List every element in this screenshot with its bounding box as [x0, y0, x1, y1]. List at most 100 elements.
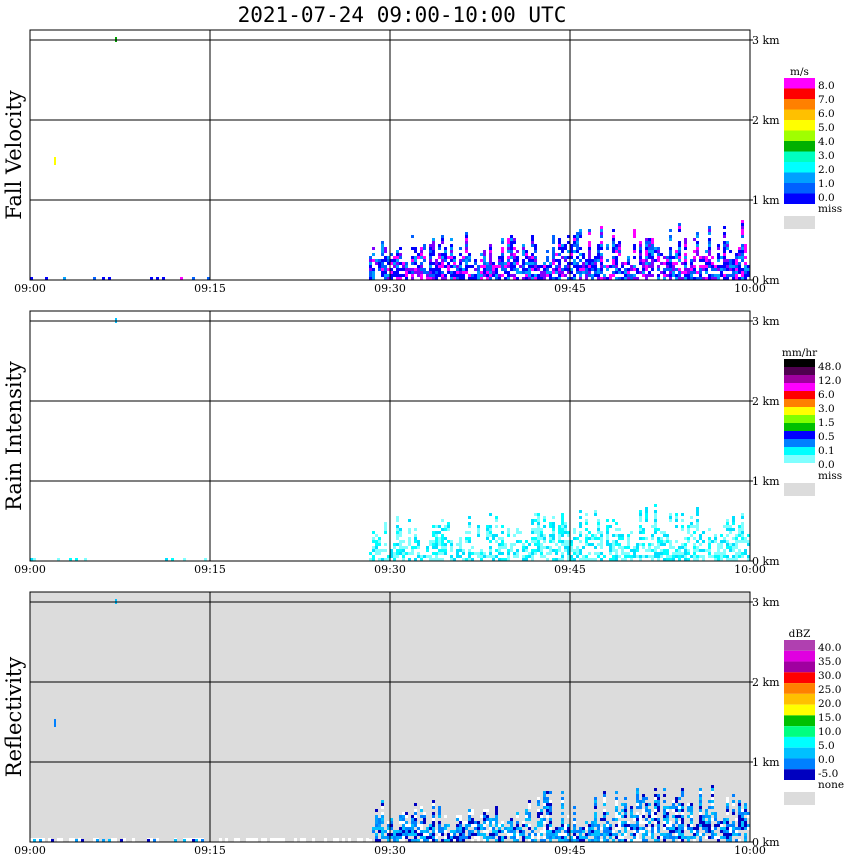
- echo-cell: [729, 274, 732, 277]
- echo-cell: [711, 256, 714, 259]
- echo-cell: [465, 531, 468, 534]
- echo-cell: [630, 268, 633, 271]
- echo-cell: [483, 555, 486, 558]
- echo-cell: [525, 271, 528, 274]
- echo-cell: [567, 839, 570, 842]
- echo-cell: [558, 549, 561, 552]
- echo-cell: [708, 265, 711, 268]
- echo-cell: [681, 555, 684, 558]
- echo-cell: [489, 250, 492, 253]
- echo-cell: [591, 833, 594, 836]
- echo-cell: [744, 537, 747, 540]
- echo-cell: [372, 558, 375, 561]
- echo-cell: [453, 274, 456, 277]
- echo-cell: [420, 253, 423, 256]
- echo-cell: [654, 531, 657, 534]
- echo-cell: [612, 534, 615, 537]
- echo-cell: [675, 549, 678, 552]
- echo-cell: [618, 244, 621, 247]
- echo-cell: [657, 558, 660, 561]
- echo-cell: [666, 549, 669, 552]
- echo-cell: [561, 274, 564, 277]
- echo-cell: [399, 818, 402, 821]
- echo-cell: [489, 531, 492, 534]
- echo-cell: [588, 247, 591, 250]
- echo-cell: [741, 226, 744, 229]
- echo-cell: [684, 537, 687, 540]
- echo-cell: [381, 549, 384, 552]
- echo-cell: [192, 277, 195, 280]
- colorbar-band: [784, 383, 815, 391]
- echo-cell: [450, 546, 453, 549]
- echo-cell: [477, 552, 480, 555]
- echo-cell: [741, 271, 744, 274]
- echo-cell: [372, 271, 375, 274]
- echo-cell: [378, 259, 381, 262]
- echo-cell: [657, 543, 660, 546]
- echo-cell: [675, 827, 678, 830]
- echo-cell: [657, 274, 660, 277]
- echo-cell: [462, 259, 465, 262]
- echo-cell: [690, 531, 693, 534]
- echo-cell: [534, 274, 537, 277]
- echo-cell: [723, 262, 726, 265]
- echo-cell: [720, 824, 723, 827]
- echo-cell: [399, 528, 402, 531]
- echo-cell: [699, 809, 702, 812]
- echo-cell: [648, 238, 651, 241]
- echo-cell: [735, 546, 738, 549]
- echo-cell: [402, 827, 405, 830]
- echo-cell: [693, 543, 696, 546]
- echo-cell: [438, 271, 441, 274]
- echo-cell: [606, 830, 609, 833]
- echo-cell: [591, 558, 594, 561]
- echo-cell: [597, 516, 600, 519]
- echo-cell: [462, 256, 465, 259]
- echo-cell: [468, 830, 471, 833]
- echo-cell: [537, 522, 540, 525]
- echo-cell: [57, 558, 60, 561]
- echo-cell: [393, 830, 396, 833]
- echo-cell: [513, 534, 516, 537]
- echo-cell: [657, 836, 660, 839]
- echo-cell: [684, 827, 687, 830]
- echo-cell: [438, 815, 441, 818]
- echo-cell: [528, 800, 531, 803]
- echo-cell: [573, 821, 576, 824]
- echo-cell: [714, 534, 717, 537]
- echo-cell: [558, 253, 561, 256]
- echo-cell: [717, 836, 720, 839]
- echo-cell: [429, 836, 432, 839]
- echo-cell: [693, 250, 696, 253]
- echo-cell: [696, 247, 699, 250]
- echo-cell: [612, 250, 615, 253]
- echo-cell: [633, 827, 636, 830]
- echo-cell: [495, 815, 498, 818]
- echo-cell: [450, 549, 453, 552]
- echo-cell: [495, 271, 498, 274]
- echo-cell: [435, 537, 438, 540]
- echo-cell: [678, 271, 681, 274]
- echo-cell: [381, 806, 384, 809]
- echo-cell: [720, 552, 723, 555]
- echo-cell: [651, 250, 654, 253]
- echo-cell: [600, 229, 603, 232]
- echo-cell: [666, 824, 669, 827]
- echo-cell: [477, 528, 480, 531]
- echo-cell: [543, 537, 546, 540]
- echo-cell: [528, 268, 531, 271]
- echo-cell: [504, 546, 507, 549]
- echo-cell: [471, 812, 474, 815]
- echo-cell: [666, 833, 669, 836]
- echo-cell: [606, 244, 609, 247]
- echo-cell: [639, 803, 642, 806]
- echo-cell: [390, 827, 393, 830]
- echo-cell: [708, 277, 711, 280]
- echo-cell: [594, 558, 597, 561]
- echo-cell: [417, 552, 420, 555]
- echo-cell: [489, 549, 492, 552]
- echo-cell: [579, 277, 582, 280]
- echo-cell: [747, 534, 750, 537]
- echo-cell: [603, 815, 606, 818]
